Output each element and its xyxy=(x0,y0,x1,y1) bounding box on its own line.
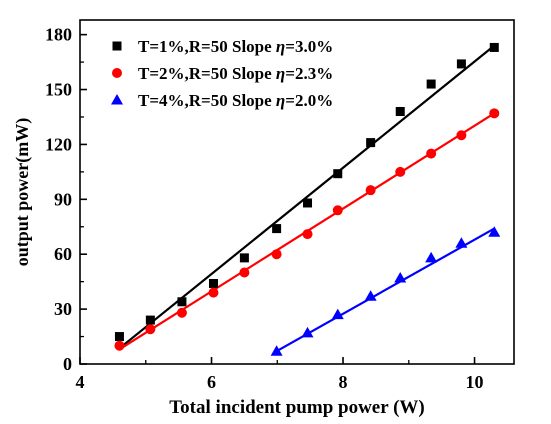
legend: T=1%,R=50 Slope η=3.0% T=2%,R=50 Slope η=… xyxy=(111,37,333,110)
data-point-series-1 xyxy=(456,59,466,69)
data-point-series-2 xyxy=(208,287,219,298)
data-point-series-1 xyxy=(303,198,313,208)
y-tick-label: 120 xyxy=(45,134,72,154)
data-point-series-2 xyxy=(271,249,282,260)
legend-label-series-2: T=2%,R=50 Slope η=2.3% xyxy=(138,64,333,83)
data-point-series-1 xyxy=(145,315,155,325)
x-tick-label: 10 xyxy=(466,372,484,392)
data-markers xyxy=(114,42,501,356)
legend-label-series-1: T=1%,R=50 Slope η=3.0% xyxy=(138,37,333,56)
y-tick-label: 60 xyxy=(54,244,72,264)
data-point-series-1 xyxy=(426,79,436,89)
data-point-series-1 xyxy=(333,169,343,179)
data-point-series-3 xyxy=(394,272,407,283)
legend-marker-series-2 xyxy=(112,68,122,78)
data-point-series-2 xyxy=(176,307,187,318)
data-point-series-2 xyxy=(456,130,467,141)
y-tick-label: 180 xyxy=(45,25,72,45)
fit-line-series-1 xyxy=(122,44,495,347)
data-point-series-3 xyxy=(488,226,501,237)
data-point-series-2 xyxy=(395,166,406,177)
data-point-series-2 xyxy=(365,185,376,196)
data-point-series-2 xyxy=(239,267,250,278)
data-point-series-1 xyxy=(239,253,249,263)
legend-label-series-3: T=4%,R=50 Slope η=2.0% xyxy=(138,91,333,110)
data-point-series-3 xyxy=(331,308,344,320)
data-point-series-2 xyxy=(426,148,437,159)
y-tick-label: 0 xyxy=(63,354,72,374)
y-axis-title: output power(mW) xyxy=(12,118,33,267)
data-point-series-1 xyxy=(177,297,187,307)
plot-frame xyxy=(79,19,515,365)
x-axis-title: Total incident pump power (W) xyxy=(169,397,424,418)
axis-ticks: 4 6 8 10 0 30 60 90 120 150 180 xyxy=(45,25,484,392)
data-point-series-3 xyxy=(270,345,283,356)
data-point-series-1 xyxy=(114,332,124,342)
legend-marker-series-3 xyxy=(111,94,123,105)
data-point-series-3 xyxy=(364,290,377,301)
data-point-series-2 xyxy=(302,229,313,240)
data-point-series-1 xyxy=(366,138,376,148)
legend-marker-series-1 xyxy=(112,41,122,51)
data-point-series-1 xyxy=(272,224,282,234)
data-point-series-2 xyxy=(145,324,156,335)
y-tick-label: 30 xyxy=(54,299,72,319)
data-point-series-1 xyxy=(395,106,405,116)
data-point-series-1 xyxy=(208,278,218,288)
data-point-series-3 xyxy=(455,237,468,248)
fit-line-series-3 xyxy=(276,227,495,353)
y-tick-label: 90 xyxy=(54,189,72,209)
data-point-series-2 xyxy=(114,340,125,351)
data-point-series-3 xyxy=(301,326,314,338)
data-point-series-1 xyxy=(489,42,499,52)
x-tick-label: 8 xyxy=(339,372,348,392)
x-tick-label: 4 xyxy=(76,372,85,392)
data-point-series-2 xyxy=(332,205,343,216)
x-tick-label: 6 xyxy=(207,372,216,392)
data-point-series-2 xyxy=(489,108,500,119)
y-tick-label: 150 xyxy=(45,80,72,100)
data-point-series-3 xyxy=(425,251,438,263)
